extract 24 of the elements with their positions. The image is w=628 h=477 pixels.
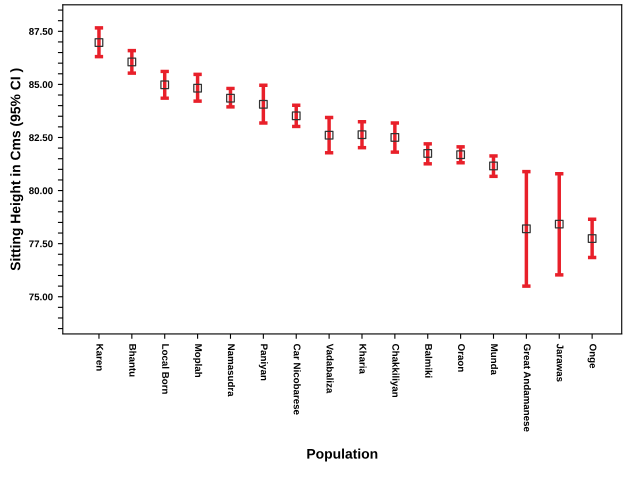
y-tick-label: 85.00 xyxy=(29,81,53,88)
x-axis-title: Population xyxy=(307,448,378,462)
x-tick-label: Oraon xyxy=(458,344,465,372)
x-tick-label: Chakkiliyan xyxy=(390,344,400,398)
y-axis-title: Sitting Height in Cms (95% CI ) xyxy=(10,68,24,270)
x-tick-label: Moplah xyxy=(193,344,202,378)
x-tick-label: Karen xyxy=(96,344,104,371)
x-tick-label: Munda xyxy=(490,344,498,376)
y-tick-label: 75.00 xyxy=(29,293,53,300)
x-tick-label: Great Andamanese xyxy=(524,344,531,432)
x-tick-label: Jarawas xyxy=(556,344,564,382)
y-tick-label: 77.50 xyxy=(29,240,53,248)
x-tick-label: Onge xyxy=(588,344,596,368)
y-tick-label: 80.00 xyxy=(29,187,53,194)
x-tick-label: Kharia xyxy=(359,344,367,374)
x-tick-label: Balmiki xyxy=(425,344,432,378)
x-tick-label: Car Nicobarese xyxy=(294,344,301,415)
y-tick-label: 82.50 xyxy=(29,134,53,142)
x-tick-label: Paniyan xyxy=(258,344,268,380)
x-tick-label: Bhantu xyxy=(129,344,136,376)
x-tick-label: Vadabaliza xyxy=(326,344,334,394)
y-tick-label: 87.50 xyxy=(29,28,53,35)
x-tick-label: Namasudra xyxy=(228,344,236,397)
x-tick-label: Local Born xyxy=(162,344,170,394)
